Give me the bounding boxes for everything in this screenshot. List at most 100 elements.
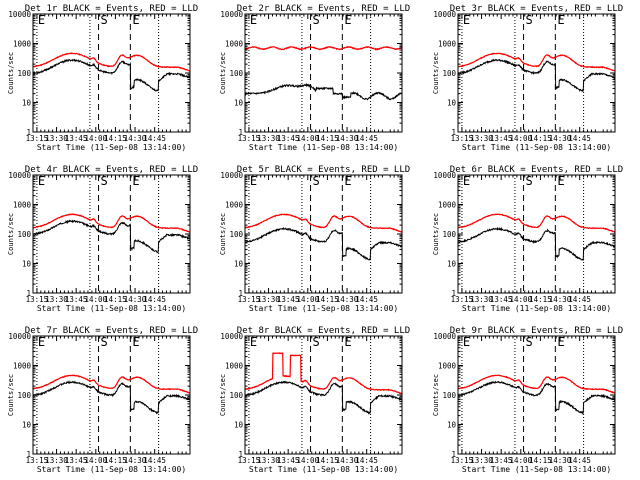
x-axis-label: Start Time (11-Sep-08 13:14:00) <box>37 465 186 474</box>
x-tick-label: 13:30 <box>45 295 68 304</box>
x-tick-label: 14:45 <box>143 134 166 143</box>
x-tick-label: 14:00 <box>510 456 533 465</box>
panel-title: Det 2r BLACK = Events, RED = LLD <box>237 4 410 14</box>
series-lld-line <box>458 374 615 394</box>
y-tick-label: 1 <box>451 450 456 459</box>
x-tick-label: 13:45 <box>277 134 300 143</box>
x-tick-label: 14:45 <box>355 456 378 465</box>
series-events-line <box>33 219 190 254</box>
panel-title: Det 8r BLACK = Events, RED = LLD <box>237 326 410 336</box>
y-tick-label: 10000 <box>8 10 31 19</box>
x-tick-label: 13:45 <box>65 456 88 465</box>
y-tick-label: 100 <box>442 391 456 400</box>
y-tick-label: 1000 <box>438 201 457 210</box>
x-tick-label: 14:30 <box>336 456 359 465</box>
x-tick-label: 13:15 <box>451 295 474 304</box>
marker-label-2: E <box>344 174 351 188</box>
marker-label-0: E <box>250 174 257 188</box>
x-tick-label: 14:15 <box>104 456 127 465</box>
x-tick-label: 14:45 <box>143 295 166 304</box>
y-tick-label: 100 <box>229 230 243 239</box>
marker-label-0: E <box>463 13 470 27</box>
series-events-line <box>245 380 402 415</box>
x-tick-label: 14:15 <box>104 134 127 143</box>
y-tick-label: 100 <box>17 69 31 78</box>
y-tick-label: 10 <box>234 99 244 108</box>
series-events-line <box>33 58 190 92</box>
marker-label-2: E <box>132 13 139 27</box>
y-tick-label: 10 <box>447 99 457 108</box>
x-tick-label: 13:30 <box>470 295 493 304</box>
x-tick-label: 14:15 <box>529 456 552 465</box>
y-tick-label: 1000 <box>13 362 32 371</box>
y-tick-label: 1000 <box>438 362 457 371</box>
series-lld-line <box>458 213 615 233</box>
x-tick-label: 14:15 <box>316 295 339 304</box>
x-tick-label: 13:15 <box>451 134 474 143</box>
y-tick-label: 10000 <box>220 332 243 341</box>
y-tick-label: 10 <box>447 421 457 430</box>
panel-title: Det 9r BLACK = Events, RED = LLD <box>450 326 623 336</box>
x-tick-label: 13:45 <box>277 295 300 304</box>
y-tick-label: 1000 <box>438 40 457 49</box>
x-tick-label: 13:45 <box>490 134 513 143</box>
x-tick-label: 14:45 <box>568 456 591 465</box>
y-tick-label: 10 <box>447 260 457 269</box>
marker-label-2: E <box>344 335 351 349</box>
y-tick-label: 1 <box>238 289 243 298</box>
marker-label-1: S <box>101 13 108 27</box>
panel-title: Det 5r BLACK = Events, RED = LLD <box>237 165 410 175</box>
marker-label-0: E <box>38 13 45 27</box>
x-tick-label: 14:30 <box>124 134 147 143</box>
marker-label-1: S <box>313 335 320 349</box>
x-tick-label: 14:45 <box>355 134 378 143</box>
x-axis-label: Start Time (11-Sep-08 13:14:00) <box>462 465 611 474</box>
plot-frame <box>457 174 616 294</box>
y-axis-label: Counts/sec <box>7 52 15 94</box>
x-tick-label: 14:45 <box>568 134 591 143</box>
x-tick-label: 14:15 <box>529 295 552 304</box>
series-events-line <box>33 379 190 415</box>
series-events-line <box>458 226 615 261</box>
y-tick-label: 100 <box>17 230 31 239</box>
x-tick-label: 13:30 <box>470 456 493 465</box>
y-tick-label: 10 <box>234 260 244 269</box>
series-lld-line <box>33 213 190 233</box>
y-tick-label: 100 <box>229 69 243 78</box>
y-tick-label: 100 <box>17 391 31 400</box>
panel-title: Det 3r BLACK = Events, RED = LLD <box>450 4 623 14</box>
y-tick-label: 10000 <box>433 10 456 19</box>
y-tick-label: 1 <box>238 450 243 459</box>
x-tick-label: 14:30 <box>549 295 572 304</box>
x-tick-label: 13:15 <box>238 134 261 143</box>
x-axis-label: Start Time (11-Sep-08 13:14:00) <box>37 304 186 313</box>
x-axis-label: Start Time (11-Sep-08 13:14:00) <box>37 143 186 152</box>
series-lld-line <box>33 374 190 394</box>
x-tick-label: 14:00 <box>297 456 320 465</box>
x-tick-label: 13:15 <box>238 295 261 304</box>
y-tick-label: 1000 <box>225 40 244 49</box>
y-tick-label: 1000 <box>13 201 32 210</box>
series-lld-line <box>458 52 615 72</box>
y-tick-label: 1000 <box>225 362 244 371</box>
x-tick-label: 14:30 <box>549 134 572 143</box>
marker-label-0: E <box>250 13 257 27</box>
y-axis-label: Counts/sec <box>432 52 440 94</box>
x-axis-label: Start Time (11-Sep-08 13:14:00) <box>462 304 611 313</box>
x-axis-label: Start Time (11-Sep-08 13:14:00) <box>249 304 398 313</box>
y-tick-label: 1 <box>26 128 31 137</box>
panel-title: Det 4r BLACK = Events, RED = LLD <box>25 165 198 175</box>
y-axis-label: Counts/sec <box>432 213 440 255</box>
marker-label-2: E <box>557 13 564 27</box>
x-tick-label: 13:45 <box>490 456 513 465</box>
x-tick-label: 13:15 <box>26 134 49 143</box>
marker-label-0: E <box>463 174 470 188</box>
series-lld-line <box>245 352 402 395</box>
marker-label-2: E <box>557 335 564 349</box>
y-axis-label: Counts/sec <box>219 52 227 94</box>
x-tick-label: 13:45 <box>65 134 88 143</box>
y-tick-label: 10 <box>234 421 244 430</box>
x-tick-label: 13:15 <box>26 295 49 304</box>
